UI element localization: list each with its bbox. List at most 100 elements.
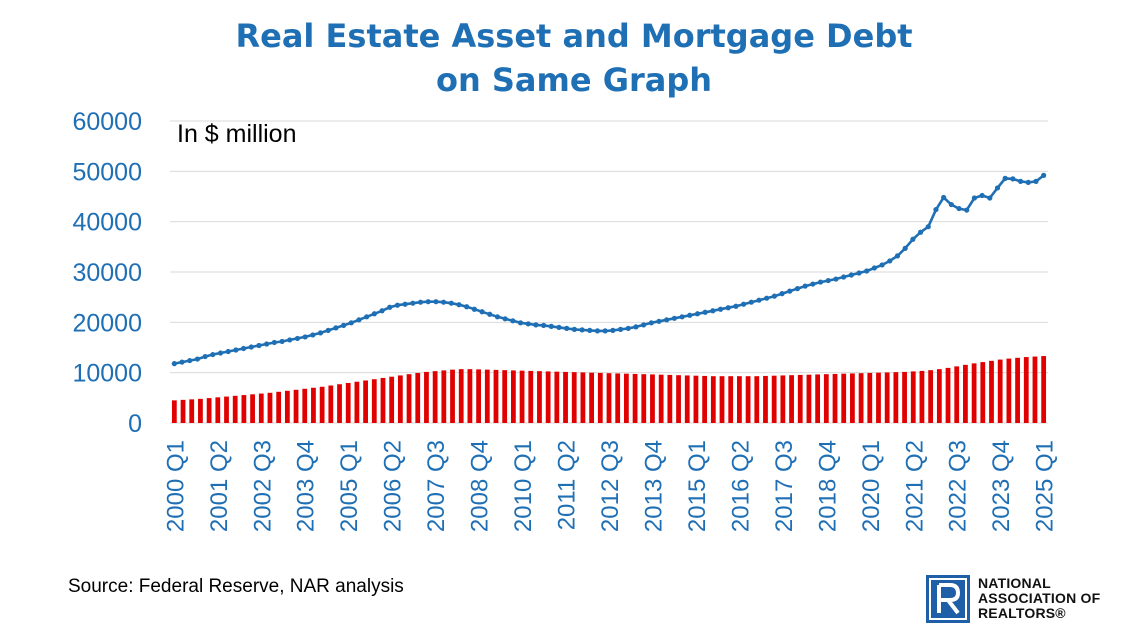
y-tick-label: 20000 — [72, 309, 142, 337]
asset-point — [487, 311, 493, 317]
chart-title-line1: Real Estate Asset and Mortgage Debt — [235, 17, 913, 55]
debt-bar — [380, 377, 386, 423]
asset-point — [325, 327, 331, 333]
asset-point — [225, 348, 231, 355]
asset-point — [510, 318, 516, 324]
realtor-r-glyph — [929, 578, 967, 620]
x-tick-label: 2007 Q3 — [423, 440, 450, 532]
asset-point — [594, 328, 601, 334]
asset-point — [702, 309, 708, 315]
asset-point — [571, 326, 577, 332]
debt-bar — [224, 396, 229, 423]
asset-point — [502, 316, 508, 322]
x-tick-label: 2008 Q4 — [467, 440, 494, 532]
debt-bar — [528, 370, 534, 423]
debt-bar — [632, 373, 638, 423]
asset-point — [887, 258, 893, 264]
asset-point — [217, 350, 224, 356]
x-tick-label: 2010 Q1 — [510, 440, 537, 532]
debt-bar — [841, 373, 847, 423]
debt-bar — [580, 372, 586, 423]
debt-bar — [537, 371, 542, 423]
debt-bar — [311, 387, 316, 423]
asset-point — [679, 314, 685, 320]
asset-point — [379, 308, 385, 314]
asset-point — [294, 335, 301, 342]
y-tick-label: 40000 — [72, 209, 142, 237]
chart-title: Real Estate Asset and Mortgage Debt on S… — [0, 14, 1126, 102]
asset-point — [625, 325, 631, 331]
asset-point — [202, 353, 208, 360]
debt-bar — [502, 370, 508, 423]
asset-point — [256, 342, 262, 349]
debt-bar — [876, 372, 881, 423]
asset-point — [233, 347, 239, 353]
asset-point — [533, 322, 539, 328]
debt-bar — [554, 371, 560, 423]
asset-point — [841, 274, 847, 280]
debt-bar — [980, 362, 986, 423]
asset-point — [771, 293, 777, 299]
y-tick-label: 60000 — [72, 108, 142, 136]
asset-point — [402, 301, 408, 307]
logo-text: NATIONAL ASSOCIATION OF REALTORS® — [978, 576, 1100, 621]
asset-point — [610, 327, 616, 333]
debt-bar — [589, 372, 595, 423]
debt-bar — [1041, 356, 1047, 423]
debt-bar — [1023, 357, 1029, 423]
asset-point — [1033, 178, 1039, 184]
debt-bar — [450, 369, 455, 423]
asset-point — [941, 194, 947, 201]
asset-point — [417, 299, 424, 305]
asset-point — [671, 315, 677, 321]
asset-point — [517, 320, 524, 326]
asset-point — [894, 253, 901, 259]
debt-bar — [545, 371, 551, 423]
asset-point — [1041, 172, 1047, 178]
debt-bar — [432, 371, 438, 423]
asset-point — [340, 322, 347, 328]
debt-bar — [363, 380, 368, 423]
debt-bar — [397, 375, 403, 423]
asset-point — [264, 341, 270, 347]
asset-point — [348, 320, 354, 326]
x-tick-label: 2013 Q4 — [640, 440, 667, 532]
debt-bar — [771, 375, 777, 423]
realtor-r-icon — [926, 575, 970, 623]
asset-point — [779, 291, 785, 297]
y-tick-label: 10000 — [72, 360, 142, 388]
x-tick-label: 2015 Q1 — [684, 440, 711, 532]
asset-point — [333, 325, 339, 331]
debt-bar — [893, 372, 899, 423]
asset-point — [802, 283, 808, 289]
debt-bar — [484, 369, 490, 423]
debt-bar — [850, 373, 855, 423]
asset-point — [725, 305, 731, 311]
asset-point — [356, 317, 362, 323]
debt-bar — [171, 400, 177, 423]
x-tick-label: 2005 Q1 — [336, 440, 363, 532]
asset-point — [456, 302, 462, 308]
nar-logo: NATIONAL ASSOCIATION OF REALTORS® — [926, 575, 1116, 623]
asset-point — [371, 311, 377, 317]
asset-point — [425, 299, 431, 305]
x-tick-label: 2018 Q4 — [814, 440, 841, 532]
logo-line1: NATIONAL — [978, 575, 1051, 591]
debt-bar — [945, 367, 951, 423]
debt-bar — [780, 375, 786, 423]
real-estate-asset-line — [171, 172, 1047, 367]
asset-point — [964, 207, 970, 213]
asset-point — [856, 270, 862, 276]
debt-bar — [371, 379, 377, 423]
debt-bar — [276, 391, 282, 423]
asset-point — [433, 299, 439, 305]
asset-point — [394, 302, 401, 308]
asset-point — [879, 262, 885, 268]
asset-point — [664, 317, 670, 323]
x-tick-label: 2016 Q2 — [727, 440, 754, 532]
debt-bar — [823, 374, 829, 423]
x-tick-label: 2021 Q2 — [901, 440, 928, 532]
asset-point — [717, 306, 724, 312]
debt-bar — [1006, 358, 1012, 423]
asset-point — [556, 324, 562, 330]
